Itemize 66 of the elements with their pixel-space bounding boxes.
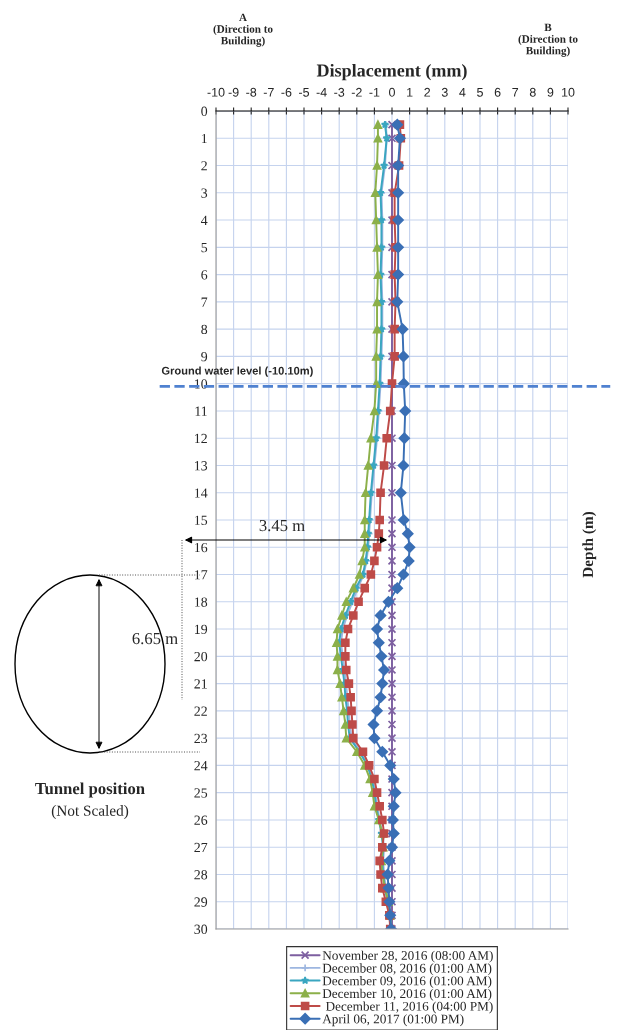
y-axis-title: Depth (m) <box>582 511 597 578</box>
x-tick-label: 2 <box>424 87 431 97</box>
y-tick-label: 8 <box>201 324 208 335</box>
x-tick-label: 4 <box>459 88 466 97</box>
legend-label: December 11, 2016 (04:00 PM) <box>325 1001 493 1014</box>
ref-line-label: Ground water level (-10.10m) <box>161 366 313 377</box>
y-tick-label: 6 <box>201 270 208 280</box>
x-tick-label: 3 <box>441 87 448 97</box>
text: (Not Scaled) <box>51 805 129 819</box>
y-tick-label: 16 <box>195 542 208 553</box>
x-tick-label: 1 <box>407 88 413 97</box>
y-tick-label: 24 <box>194 761 208 771</box>
legend-label: April 06, 2017 (01:00 PM) <box>322 1014 464 1027</box>
y-tick-label: 28 <box>194 870 208 880</box>
x-tick-label: -1 <box>369 88 380 97</box>
y-tick-label: 23 <box>194 733 208 744</box>
y-tick-label: 20 <box>194 651 208 662</box>
y-tick-label: 21 <box>194 679 207 689</box>
x-tick-label: 10 <box>562 87 575 97</box>
x-tick-label: -8 <box>246 87 257 97</box>
x-tick-label: 9 <box>547 87 554 97</box>
x-tick-label: -3 <box>334 87 345 97</box>
y-tick-label: 18 <box>195 597 208 607</box>
text: Tunnel position <box>35 782 145 798</box>
y-tick-label: 5 <box>201 243 208 253</box>
y-tick-label: 4 <box>200 215 208 225</box>
text: B (Direction to Building) <box>518 23 578 57</box>
y-tick-label: 22 <box>194 706 207 716</box>
text: 6.65 m <box>132 632 178 645</box>
y-tick-label: 1 <box>201 133 207 144</box>
y-tick-label: 30 <box>194 924 208 934</box>
legend-label: December 09, 2016 (01:00 AM) <box>322 976 492 989</box>
y-tick-label: 7 <box>201 297 208 307</box>
y-tick-label: 27 <box>194 842 208 853</box>
y-tick-label: 9 <box>201 352 208 362</box>
y-tick-label: 14 <box>195 488 208 498</box>
x-tick-label: -2 <box>351 87 362 97</box>
x-tick-label: -4 <box>316 88 327 97</box>
x-tick-label: 0 <box>389 87 395 97</box>
x-tick-label: 6 <box>494 87 501 97</box>
y-tick-label: 2 <box>201 161 207 171</box>
y-tick-label: 25 <box>194 788 208 798</box>
y-tick-label: 13 <box>195 461 208 471</box>
text: A (Direction to Building) <box>213 13 273 47</box>
x-tick-label: 7 <box>512 88 519 97</box>
x-tick-label: 8 <box>529 87 536 97</box>
y-tick-label: 29 <box>194 897 208 907</box>
x-tick-label: -6 <box>281 87 292 97</box>
y-tick-label: 26 <box>194 815 208 825</box>
x-tick-label: -9 <box>228 87 239 97</box>
y-tick-label: 15 <box>195 515 208 525</box>
y-tick-label: 17 <box>195 570 208 580</box>
annotation: 3.45 m <box>259 519 305 532</box>
legend-label: November 28, 2016 (08:00 AM) <box>322 950 493 963</box>
y-tick-label: 12 <box>195 433 207 444</box>
x-tick-label: -10 <box>207 87 225 97</box>
legend-label: December 10, 2016 (01:00 AM) <box>322 988 492 1001</box>
x-axis-title: Displacement (mm) <box>316 63 467 81</box>
y-tick-label: 11 <box>195 406 207 416</box>
legend-label: December 08, 2016 (01:00 AM) <box>322 963 492 976</box>
y-tick-label: 0 <box>201 106 208 116</box>
y-tick-label: 3 <box>201 188 208 198</box>
y-tick-label: 19 <box>195 624 208 635</box>
x-tick-label: -7 <box>263 88 274 97</box>
x-tick-label: -5 <box>299 88 310 97</box>
x-tick-label: 5 <box>477 88 483 97</box>
